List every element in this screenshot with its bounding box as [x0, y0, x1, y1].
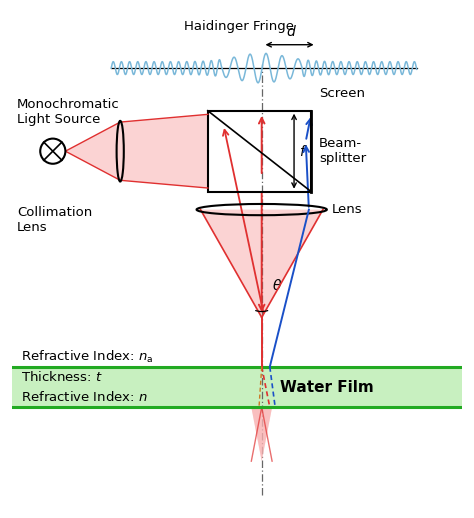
Bar: [12, 407, 462, 517]
Polygon shape: [251, 407, 272, 461]
Bar: [12, 367, 462, 407]
Text: Water Film: Water Film: [280, 380, 374, 395]
Text: Refractive Index: $n$: Refractive Index: $n$: [21, 390, 148, 404]
Polygon shape: [65, 122, 120, 180]
Circle shape: [40, 139, 65, 164]
Bar: [208, 111, 311, 192]
Text: Collimation
Lens: Collimation Lens: [17, 206, 92, 234]
Text: Refractive Index: $n_\mathrm{a}$: Refractive Index: $n_\mathrm{a}$: [21, 349, 154, 365]
Text: Lens: Lens: [332, 203, 363, 216]
Text: Monochromatic
Light Source: Monochromatic Light Source: [17, 98, 119, 126]
Polygon shape: [251, 407, 272, 461]
Text: $d$: $d$: [286, 24, 297, 39]
Polygon shape: [201, 210, 323, 318]
Text: Screen: Screen: [319, 87, 365, 99]
Text: $f$: $f$: [299, 143, 307, 159]
Text: $\theta$: $\theta$: [272, 279, 282, 294]
Text: Thickness: $t$: Thickness: $t$: [21, 370, 103, 384]
Polygon shape: [120, 114, 208, 188]
Text: Haidinger Fringe: Haidinger Fringe: [184, 21, 294, 34]
Bar: [12, 344, 462, 367]
Text: Beam-
splitter: Beam- splitter: [319, 137, 366, 165]
